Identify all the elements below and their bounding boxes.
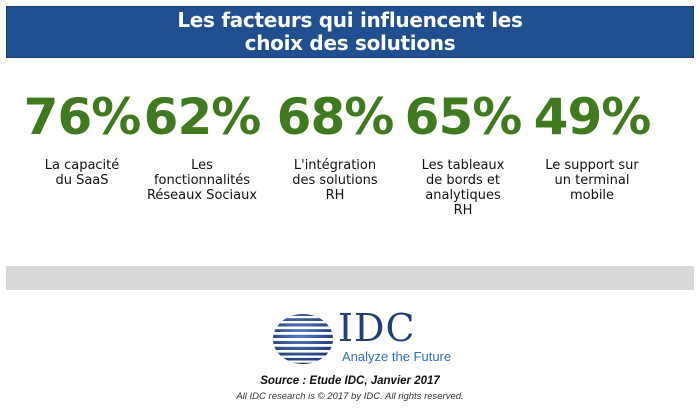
title-line-2: choix des solutions — [244, 31, 456, 55]
copyright-note: All IDC research is © 2017 by IDC. All r… — [236, 391, 464, 402]
title-line-1: Les facteurs qui influencent les — [177, 8, 523, 32]
idc-logo: IDC Analyze the Future — [272, 308, 452, 366]
stat-saas: 76% La capacité du SaaS — [17, 88, 147, 188]
title-banner: Les facteurs qui influencent les choix d… — [6, 6, 694, 58]
stat-label: Les fonctionnalités Réseaux Sociaux — [146, 158, 258, 203]
stat-label: Le support sur un terminal mobile — [545, 158, 639, 203]
stat-label: La capacité du SaaS — [44, 158, 120, 188]
stat-value: 68% — [276, 88, 395, 146]
source-note: Source : Etude IDC, Janvier 2017 — [260, 375, 440, 387]
stat-label: Les tableaux de bords et analytiques RH — [421, 158, 505, 218]
logo-text: IDC — [338, 306, 416, 350]
stat-mobile: 49% Le support sur un terminal mobile — [527, 88, 657, 203]
stat-social: 62% Les fonctionnalités Réseaux Sociaux — [137, 88, 267, 203]
logo-tagline: Analyze the Future — [342, 349, 452, 364]
stat-label: L'intégration des solutions RH — [292, 158, 378, 203]
stat-value: 76% — [23, 88, 142, 146]
divider-band — [6, 266, 694, 290]
stat-value: 65% — [404, 88, 523, 146]
globe-icon — [273, 314, 333, 364]
stat-dashboards: 65% Les tableaux de bords et analytiques… — [398, 88, 528, 218]
stat-value: 62% — [143, 88, 262, 146]
stat-value: 49% — [533, 88, 652, 146]
stat-integration: 68% L'intégration des solutions RH — [270, 88, 400, 203]
